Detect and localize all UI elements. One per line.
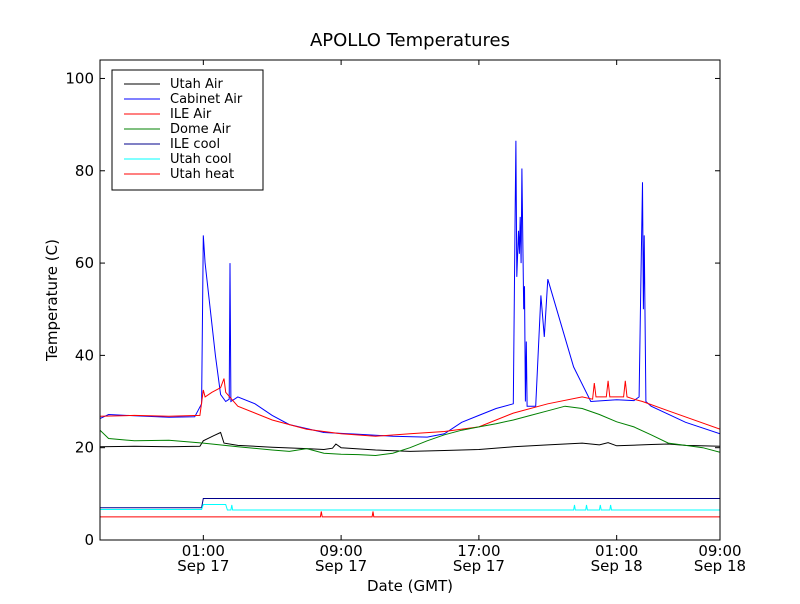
x-tick-label-date: Sep 17 xyxy=(453,557,505,575)
y-tick-label: 20 xyxy=(75,439,94,457)
x-tick-label-date: Sep 18 xyxy=(591,557,643,575)
series-line-cabinet-air xyxy=(100,140,720,438)
series-line-ile-air xyxy=(100,378,720,437)
y-tick-label: 0 xyxy=(84,531,94,549)
y-tick-label: 80 xyxy=(75,162,94,180)
series-line-ile-cool xyxy=(100,498,720,509)
legend-label: Utah heat xyxy=(170,167,234,182)
series-line-utah-air xyxy=(100,431,720,452)
x-tick-label-time: 09:00 xyxy=(319,542,362,560)
series-line-dome-air xyxy=(100,405,720,457)
legend-label: Cabinet Air xyxy=(170,92,243,107)
y-tick-label: 40 xyxy=(75,346,94,364)
legend-label: Utah cool xyxy=(170,152,232,167)
plot-area xyxy=(100,140,720,518)
x-axis-label: Date (GMT) xyxy=(367,577,453,595)
y-axis-label: Temperature (C) xyxy=(43,239,61,362)
x-tick-label-time: 17:00 xyxy=(457,542,500,560)
x-tick-label-time: 01:00 xyxy=(595,542,638,560)
x-tick-label-date: Sep 17 xyxy=(315,557,367,575)
plot-frame xyxy=(99,59,721,541)
chart-title: APOLLO Temperatures xyxy=(310,30,510,51)
legend-box xyxy=(111,69,264,191)
x-tick-label-date: Sep 18 xyxy=(694,557,746,575)
y-tick-label: 60 xyxy=(75,254,94,272)
series-line-utah-cool xyxy=(100,504,720,511)
x-tick-label-time: 09:00 xyxy=(698,542,741,560)
legend-label: Dome Air xyxy=(170,122,231,137)
series-line-utah-heat xyxy=(100,511,720,518)
legend-label: ILE Air xyxy=(170,107,212,122)
y-tick-label: 100 xyxy=(65,69,94,87)
legend-label: ILE cool xyxy=(170,137,220,152)
x-tick-label-date: Sep 17 xyxy=(177,557,229,575)
legend-label: Utah Air xyxy=(170,77,223,92)
x-tick-label-time: 01:00 xyxy=(182,542,225,560)
